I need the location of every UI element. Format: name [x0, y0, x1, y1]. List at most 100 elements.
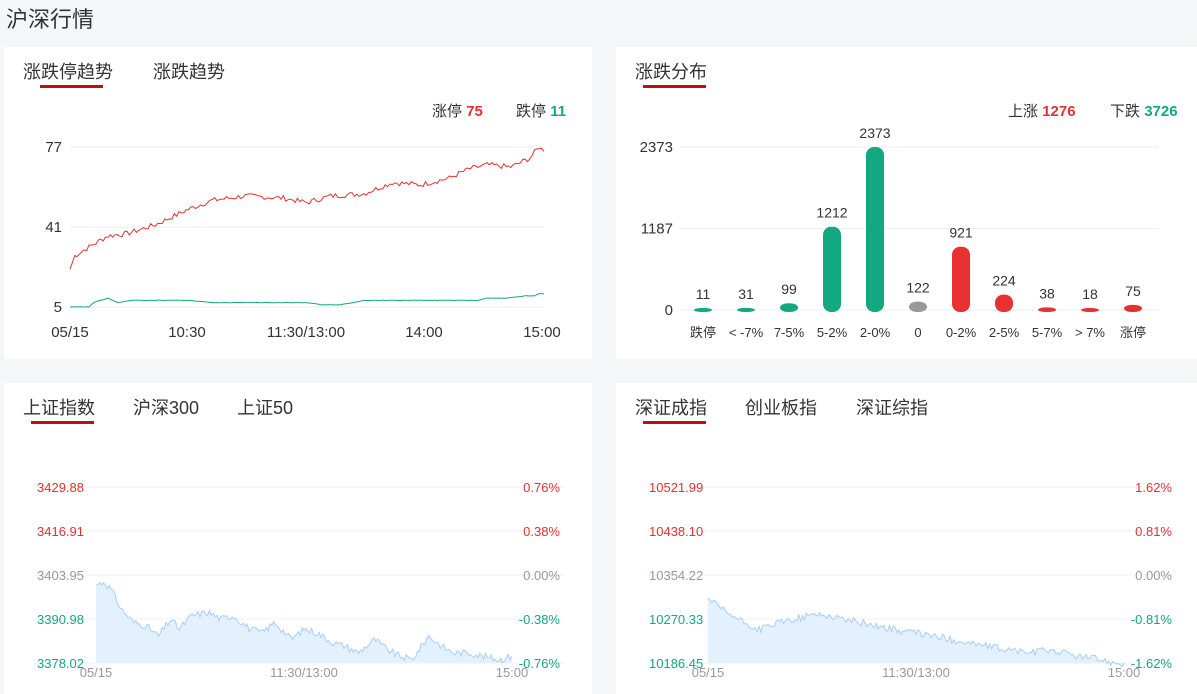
szse-index-chart: 10521.99 1.62% 10438.10 0.81% 10354.22 0.00% 1… [646, 480, 1176, 680]
bar-value-label: 224 [992, 273, 1016, 289]
right-tick-label: -0.38% [519, 612, 561, 627]
limit-trend-chart: 77 41 5 05/15 10:30 11:30/13:00 14:00 15:00 [45, 139, 560, 341]
x-tick-label: 05/15 [692, 665, 725, 680]
tab-limit-trend[interactable]: 涨跌停趋势 [23, 62, 113, 82]
distribution-chart: 2373 1187 0 11 跌停 31 < -7% 99 7-5% 1212 5-2% 2373 2-… [640, 125, 1158, 340]
shanghai-index-panel: 上证指数 沪深300 上证50 3429.88 0.76% 3416.91 0.38%… [4, 383, 592, 694]
shenzhen-index-panel: 深证成指 创业板指 深证综指 10521.99 1.62% 10438.10 0.81… [616, 383, 1197, 694]
category-label: 涨停 [1120, 325, 1146, 340]
limit-up-stat: 涨停 75 [432, 100, 483, 121]
bar [1038, 307, 1056, 312]
limit-up-label: 涨停 [432, 103, 463, 120]
right-tick-label: -1.62% [1131, 656, 1173, 671]
right-tick-label: -0.76% [519, 656, 561, 671]
fall-count-stat: 下跌 3726 [1110, 100, 1178, 121]
bar-value-label: 2373 [859, 125, 890, 141]
rise-value: 1276 [1042, 103, 1076, 120]
y-tick-label: 2373 [640, 139, 673, 156]
bar-value-label: 38 [1039, 285, 1055, 301]
limit-down-label: 跌停 [516, 103, 547, 120]
bar [823, 226, 841, 312]
tab-csi300[interactable]: 沪深300 [133, 398, 200, 418]
y-tick-label: 5 [54, 299, 62, 316]
active-tab-indicator [643, 421, 706, 424]
limit-up-series-line [69, 147, 545, 270]
category-label: 2-0% [860, 325, 891, 340]
left-tick-label: 3378.02 [37, 656, 84, 671]
tab-sse50[interactable]: 上证50 [237, 398, 294, 418]
left-tick-label: 10438.10 [649, 524, 703, 539]
tab-sse-composite[interactable]: 上证指数 [23, 398, 95, 418]
left-tick-label: 3416.91 [37, 524, 84, 539]
fall-label: 下跌 [1110, 103, 1141, 120]
right-tick-label: 0.00% [1135, 568, 1172, 583]
right-tick-label: 0.38% [523, 524, 560, 539]
left-tick-label: 3429.88 [37, 480, 84, 495]
left-tick-label: 10354.22 [649, 568, 703, 583]
x-tick-label: 11:30/13:00 [270, 665, 338, 680]
left-tick-label: 10186.45 [649, 656, 703, 671]
bar-value-label: 122 [906, 280, 930, 296]
bar [780, 303, 798, 312]
x-tick-label: 11:30/13:00 [267, 324, 345, 341]
limit-down-series-line [69, 292, 544, 308]
y-tick-label: 0 [665, 302, 673, 319]
category-label: 0 [914, 325, 921, 340]
category-label: 5-7% [1032, 325, 1063, 340]
right-tick-label: 0.81% [1135, 524, 1172, 539]
tab-szse-component[interactable]: 深证成指 [635, 398, 707, 418]
left-tick-label: 10521.99 [649, 480, 703, 495]
index-area-fill [708, 598, 1124, 667]
category-label: 跌停 [690, 325, 716, 340]
bar [952, 246, 970, 312]
active-tab-indicator [31, 421, 94, 424]
tab-distribution[interactable]: 涨跌分布 [635, 62, 707, 82]
rise-label: 上涨 [1008, 103, 1039, 120]
right-tick-label: 1.62% [1135, 480, 1172, 495]
fall-value: 3726 [1144, 103, 1178, 120]
bar [694, 308, 712, 312]
x-tick-label: 05/15 [51, 324, 89, 341]
sse-index-chart: 3429.88 0.76% 3416.91 0.38% 3403.95 0.00% 3390… [34, 480, 564, 680]
right-tick-label: -0.81% [1131, 612, 1173, 627]
category-label: < -7% [729, 325, 764, 340]
bar-value-label: 921 [949, 225, 973, 241]
limit-down-stat: 跌停 11 [516, 100, 566, 121]
limit-down-value: 11 [550, 103, 567, 120]
bar-value-label: 75 [1125, 283, 1141, 299]
x-tick-label: 14:00 [405, 324, 443, 341]
tab-chinext[interactable]: 创业板指 [745, 398, 817, 418]
index-line [707, 597, 1125, 668]
page-title: 沪深行情 [6, 7, 95, 32]
bar [737, 307, 755, 312]
left-tick-label: 3403.95 [37, 568, 84, 583]
y-tick-label: 77 [45, 139, 62, 156]
bar-value-label: 99 [781, 281, 797, 297]
bar [995, 294, 1013, 312]
limit-trend-panel: 涨跌停趋势 涨跌趋势 涨停 75 跌停 11 77 41 5 05/15 10:30 11… [4, 47, 592, 359]
category-label: 2-5% [989, 325, 1020, 340]
bar-value-label: 31 [738, 286, 754, 302]
limit-up-value: 75 [466, 103, 483, 120]
category-label: 5-2% [817, 325, 848, 340]
y-tick-label: 41 [45, 219, 62, 236]
x-tick-label: 05/15 [80, 665, 113, 680]
bar-value-label: 1212 [816, 205, 847, 221]
category-label: 7-5% [774, 325, 805, 340]
x-tick-label: 15:00 [1108, 665, 1141, 680]
right-tick-label: 0.00% [523, 568, 560, 583]
active-tab-indicator [40, 85, 103, 88]
category-label: > 7% [1075, 325, 1105, 340]
bar-value-label: 11 [696, 286, 711, 302]
active-tab-indicator [643, 85, 706, 88]
bar [909, 301, 927, 312]
index-line [95, 581, 513, 663]
category-label: 0-2% [946, 325, 977, 340]
bar [1081, 308, 1099, 312]
tab-rise-fall-trend[interactable]: 涨跌趋势 [153, 62, 225, 82]
tab-szse-composite[interactable]: 深证综指 [856, 398, 928, 418]
x-tick-label: 10:30 [168, 324, 206, 341]
left-tick-label: 3390.98 [37, 612, 84, 627]
x-tick-label: 15:00 [496, 665, 529, 680]
index-area-fill [96, 582, 512, 663]
